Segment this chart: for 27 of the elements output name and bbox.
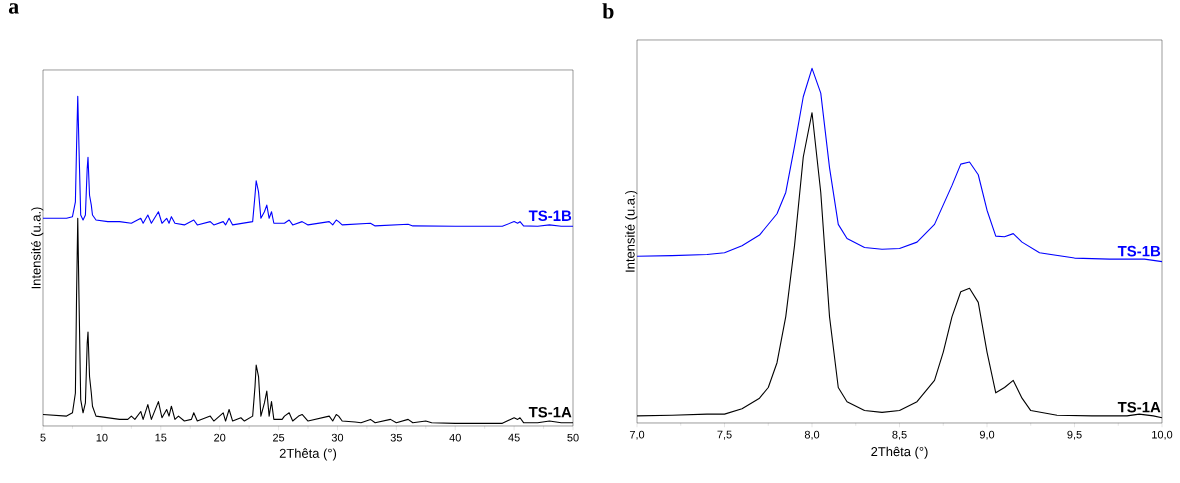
x-tick-label: 7,0 [629, 430, 645, 440]
y-axis-title: Intensité (u.a.) [31, 207, 44, 289]
x-tick-label: 7,5 [717, 430, 732, 440]
series-label: TS-1A [1117, 401, 1161, 413]
y-axis-title: Intensité (u.a.) [625, 190, 638, 272]
x-tick-label: 9,0 [979, 430, 995, 440]
x-axis-title: 2Thêta (°) [279, 448, 337, 461]
x-tick-label: 50 [567, 433, 579, 442]
x-tick-label: 10 [96, 433, 108, 442]
x-tick-label: 5 [40, 433, 46, 442]
series-label: TS-1A [528, 406, 572, 418]
x-tick-label: 10,0 [1152, 430, 1173, 440]
chart-title: b [602, 3, 614, 19]
x-tick-label: 8,5 [892, 430, 907, 440]
series-label: TS-1B [1117, 245, 1161, 257]
x-tick-label: 9,5 [1067, 430, 1082, 440]
x-tick-label: 8,0 [804, 430, 820, 440]
x-tick-label: 35 [390, 433, 402, 442]
x-axis-title: 2Thêta (°) [871, 446, 928, 459]
x-tick-label: 20 [214, 433, 226, 442]
chart-title: a [8, 3, 19, 14]
x-tick-label: 45 [508, 433, 520, 442]
x-tick-label: 40 [449, 433, 461, 442]
x-tick-label: 25 [273, 433, 285, 442]
x-tick-label: 15 [155, 433, 167, 442]
x-tick-label: 30 [331, 433, 344, 442]
series-label: TS-1B [528, 210, 572, 222]
